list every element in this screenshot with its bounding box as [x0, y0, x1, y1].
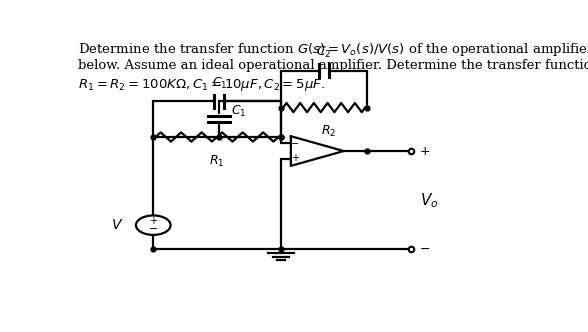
Text: $V$: $V$ [111, 218, 123, 232]
Text: −: − [420, 243, 430, 256]
Text: $R_1=R_2=100K\Omega, C_1=10\mu F, C_2=5\mu F.$: $R_1=R_2=100K\Omega, C_1=10\mu F, C_2=5\… [78, 77, 325, 93]
Text: +: + [149, 216, 157, 226]
Text: $C_2$: $C_2$ [316, 45, 332, 60]
Text: $V_o$: $V_o$ [420, 191, 438, 209]
Text: $C_1$: $C_1$ [230, 104, 246, 119]
Text: +: + [420, 144, 430, 158]
Text: $C_1$: $C_1$ [212, 76, 227, 91]
Text: $R_2$: $R_2$ [321, 124, 336, 139]
Text: $R_1$: $R_1$ [209, 154, 225, 169]
Text: +: + [292, 153, 299, 163]
Text: −: − [149, 224, 158, 234]
Text: −: − [292, 139, 299, 149]
Text: Determine the transfer function $G(s)=V_o(s)/V(s)$ of the operational amplifier : Determine the transfer function $G(s)=V_… [78, 41, 588, 58]
Text: below. Assume an ideal operational amplifier. Determine the transfer function wh: below. Assume an ideal operational ampli… [78, 59, 588, 72]
